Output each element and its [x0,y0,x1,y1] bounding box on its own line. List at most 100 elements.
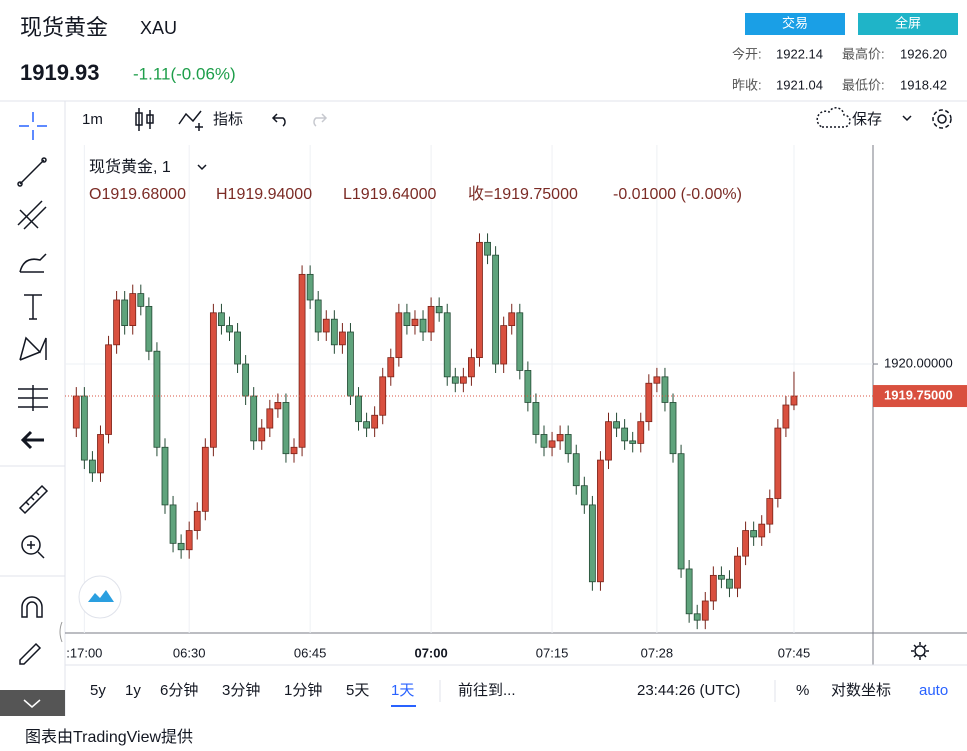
candle-body [306,273,314,301]
collapse-icon[interactable] [23,699,41,708]
candle-body [379,376,387,416]
candle-body [419,318,427,333]
y-tick-label: 1920.00000 [884,355,953,370]
candle-body [451,376,459,384]
candle-body [355,395,362,423]
range-button[interactable]: 5y [90,682,106,699]
candle-body [258,427,266,442]
range-button[interactable]: 3分钟 [222,682,260,699]
text-tool[interactable] [24,294,42,320]
fullscreen-button[interactable] [858,13,958,35]
log-button[interactable]: 对数坐标 [831,682,891,699]
asset-name: 现货黄金 [20,15,108,40]
candle-body [266,408,274,429]
candle-body [637,421,645,444]
candle-body [411,318,419,326]
measure-tool[interactable] [18,385,48,411]
candle-type-icon[interactable] [135,108,154,131]
zoom-tool[interactable] [21,535,45,559]
legend-title: 现货黄金, 1 [89,158,171,176]
candle-body [105,344,112,435]
candle-body [492,254,500,365]
cloud-icon[interactable] [816,107,851,128]
crosshair-tool[interactable] [19,112,47,140]
candle-body [685,568,693,615]
candle-body [661,376,669,403]
candle-body [226,325,233,333]
candle-body [645,382,653,423]
candle-body [201,446,209,512]
legend-high: H1919.94000 [216,186,312,203]
price-change: -1.11(-0.06%) [133,64,236,83]
candle-body [403,312,411,326]
trendline-tool[interactable] [17,157,47,187]
candle-body [468,357,475,378]
fib-tool[interactable] [17,200,47,230]
ruler-tool[interactable] [18,484,49,515]
candle-body [427,305,435,333]
candle-body [282,402,290,455]
candle-body [250,395,258,442]
stat-label: 昨收: [732,77,762,92]
legend-menu-icon[interactable] [197,164,207,171]
fullscreen-button-label[interactable]: 全屏 [895,15,921,30]
candle-body [613,421,620,429]
auto-button[interactable]: auto [919,682,948,699]
last-price-label: 1919.75000 [884,387,953,402]
save-button[interactable]: 保存 [852,111,882,128]
lock-draw-tool[interactable] [19,642,42,665]
save-menu-icon[interactable] [902,115,912,122]
candle-body [185,530,193,551]
candle-body [435,305,443,314]
candle-body [508,312,516,326]
x-tick-label: 07:28 [641,645,674,660]
candle-body [234,331,241,365]
candle-body [597,459,604,583]
range-button[interactable]: 1y [125,682,141,699]
candle-body [548,440,556,448]
back-tool[interactable] [20,430,44,450]
range-button[interactable]: 6分钟 [160,682,198,699]
range-button[interactable]: 5天 [346,682,369,699]
legend-close: 收=1919.75000 [468,185,578,203]
stat-label: 今开: [732,46,762,61]
brush-tool[interactable] [19,253,47,273]
settings-icon[interactable] [932,109,952,129]
pattern-tool[interactable] [19,336,47,361]
indicator-icon[interactable] [178,110,203,131]
candle-body [443,312,451,378]
sidebar-collapse[interactable] [0,690,65,716]
candle-body [371,414,379,429]
percent-button[interactable]: % [796,682,809,699]
range-button[interactable]: 1分钟 [284,682,322,699]
candle-body [734,555,741,589]
interval-button[interactable]: 1m [82,111,103,128]
candle-body [322,318,330,333]
undo-icon[interactable] [271,113,286,127]
indicators-button[interactable]: 指标 [213,111,243,128]
candle-body [677,453,685,570]
trade-button[interactable] [745,13,845,35]
candle-body [758,523,766,538]
candle-body [209,312,217,448]
magnet-tool[interactable] [21,596,43,618]
trade-button-label[interactable]: 交易 [782,15,808,30]
sidebar-handle[interactable] [59,621,63,643]
redo-icon [313,113,328,127]
goto-button[interactable]: 前往到... [458,682,516,699]
x-tick-label: 06:45 [294,645,327,660]
axis-settings-icon[interactable] [911,642,929,660]
candle-body [790,395,798,406]
candle-body [129,293,137,326]
candle-body [556,434,564,442]
candle-body [532,402,540,435]
candle-body [629,440,637,444]
candle-body [387,357,395,378]
range-button-active[interactable]: 1天 [391,682,414,699]
candle-body [153,350,161,448]
candle-body [459,376,467,384]
x-tick-label: 07:45 [778,645,811,660]
candle-body [347,331,354,397]
tradingview-badge[interactable] [78,575,122,619]
